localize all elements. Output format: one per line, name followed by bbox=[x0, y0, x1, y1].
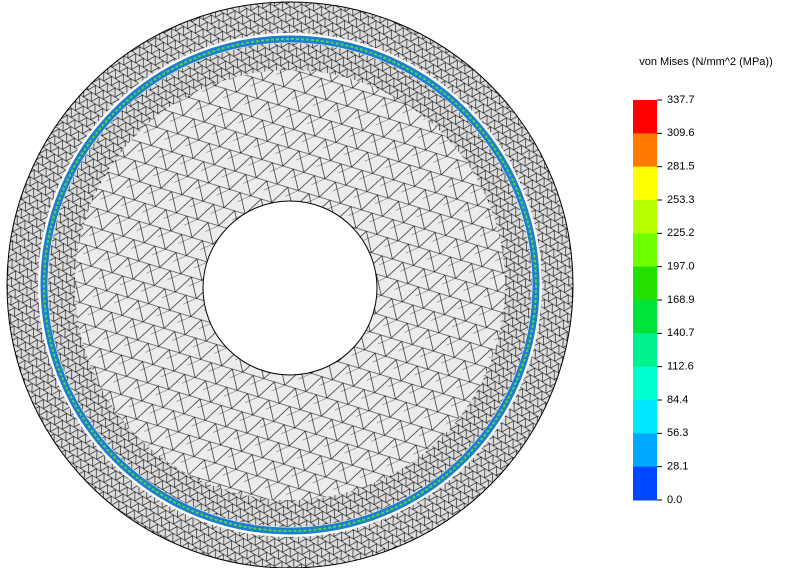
fea-view: von Mises (N/mm^2 (MPa)) 337.7 309.6 281.5… bbox=[0, 0, 789, 568]
color-band bbox=[633, 433, 657, 467]
legend-labels: 337.7 309.6 281.5 253.3 225.2 197.0 168.9 140.7… bbox=[657, 94, 695, 506]
color-band bbox=[633, 133, 657, 167]
color-band bbox=[633, 367, 657, 401]
legend-label: 337.7 bbox=[667, 94, 695, 106]
color-band bbox=[633, 233, 657, 267]
color-band bbox=[633, 467, 657, 501]
color-band bbox=[633, 333, 657, 367]
legend-label: 197.0 bbox=[667, 261, 695, 273]
part-mesh bbox=[7, 2, 573, 568]
legend-label: 112.6 bbox=[667, 361, 694, 373]
color-band bbox=[633, 100, 657, 134]
color-band bbox=[633, 300, 657, 334]
legend-label: 309.6 bbox=[667, 127, 695, 139]
legend-label: 0.0 bbox=[667, 494, 682, 506]
legend-label: 140.7 bbox=[667, 327, 695, 339]
color-band bbox=[633, 167, 657, 201]
legend-label: 253.3 bbox=[667, 194, 695, 206]
legend-title: von Mises (N/mm^2 (MPa)) bbox=[639, 56, 773, 68]
legend-label: 168.9 bbox=[667, 294, 695, 306]
color-bar bbox=[633, 100, 657, 501]
legend-label: 28.1 bbox=[667, 461, 688, 473]
legend-label: 56.3 bbox=[667, 427, 688, 439]
color-band bbox=[633, 267, 657, 301]
legend-label: 225.2 bbox=[667, 227, 695, 239]
color-band bbox=[633, 200, 657, 234]
legend-label: 281.5 bbox=[667, 161, 695, 173]
color-band bbox=[633, 400, 657, 434]
page: {"legend":{"title":"von Mises (N/mm^2 (M… bbox=[0, 0, 789, 568]
legend-label: 84.4 bbox=[667, 394, 688, 406]
